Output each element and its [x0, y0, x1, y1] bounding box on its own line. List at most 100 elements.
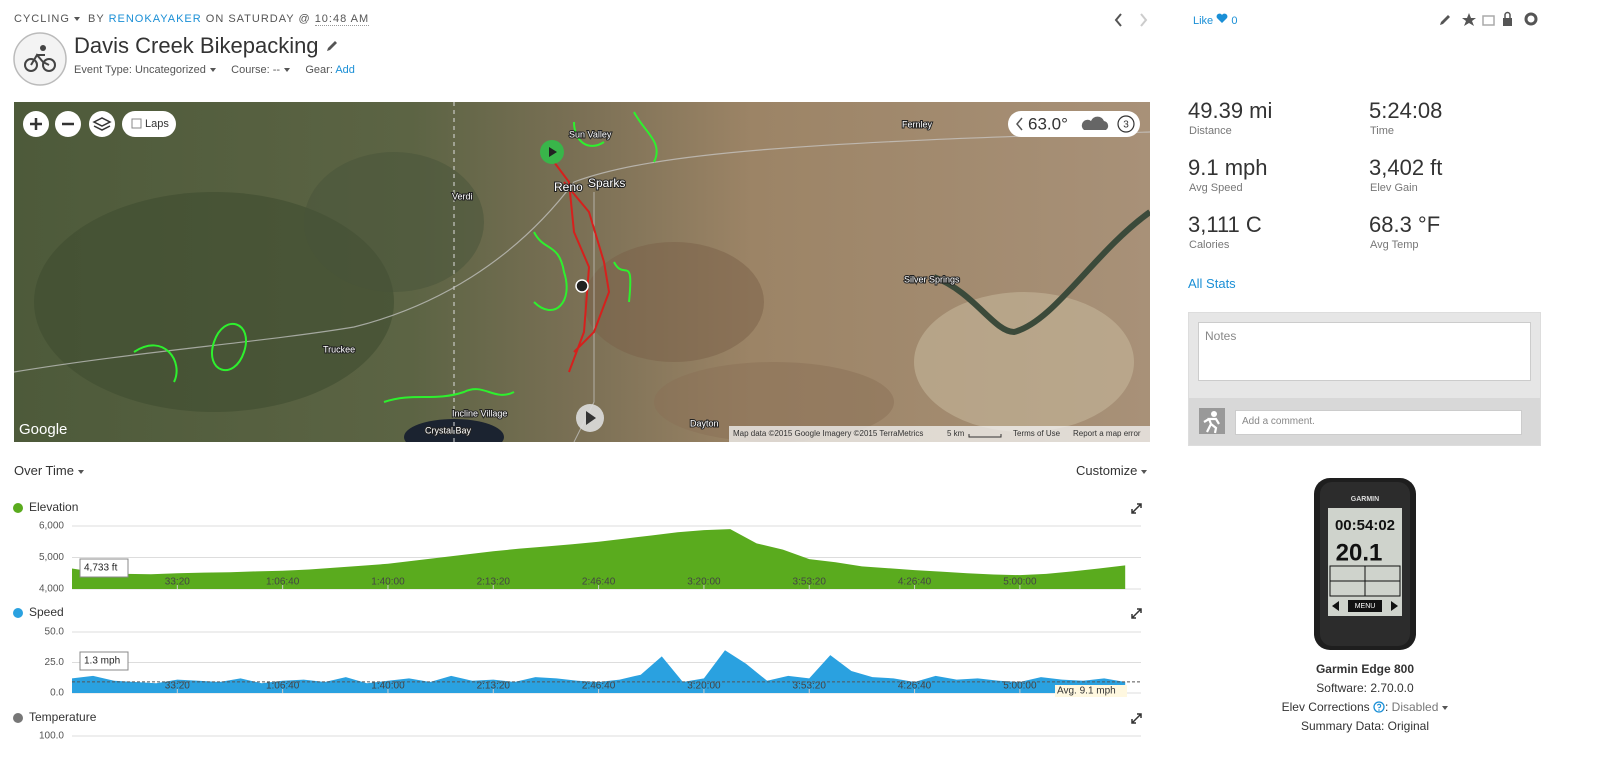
place-label: Incline Village	[452, 408, 507, 418]
x-tick-label: 1:40:00	[371, 681, 405, 692]
favorite[interactable]	[1462, 13, 1476, 26]
google-logo: Google	[19, 421, 67, 438]
report-link[interactable]: Report a map error	[1073, 429, 1141, 438]
like-count: 0	[1231, 15, 1238, 27]
place-label: Verdi	[452, 191, 473, 201]
heart	[1216, 13, 1228, 23]
y-tick-label: 4,000	[39, 584, 64, 595]
x-tick-label: 1:40:00	[371, 577, 405, 588]
x-tick-label: 3:53:20	[793, 577, 827, 588]
breadcrumb: CYCLING BY RENOKAYAKER ON SATURDAY @ 10:…	[14, 13, 370, 26]
area	[72, 529, 1126, 589]
legend-dot	[13, 713, 23, 723]
view-select[interactable]: Over Time	[14, 463, 84, 478]
device-speed: 20.1	[1336, 539, 1383, 566]
comment-input[interactable]: Add a comment.	[1235, 410, 1522, 435]
x-tick-label: 2:46:40	[582, 577, 616, 588]
activity-title[interactable]: Davis Creek Bikepacking	[74, 33, 339, 59]
panel-title: Speed	[29, 605, 64, 619]
caret	[73, 17, 80, 22]
x-tick-label: 4:26:40	[898, 681, 932, 692]
tooltip: 4,733 ft	[84, 563, 118, 574]
x-tick-label: 2:13:20	[477, 681, 511, 692]
charts: Elevation 4,000 5,000 6,000 33:20 1:06:40 1:40…	[13, 500, 1142, 742]
stat-label: Avg Speed	[1189, 182, 1243, 194]
avatar	[1199, 408, 1225, 434]
elev-status[interactable]: Disabled	[1391, 700, 1439, 714]
laps-label: Laps	[145, 118, 169, 130]
legend-dot	[13, 608, 23, 618]
all-stats-link[interactable]: All Stats	[1188, 276, 1236, 291]
view-label: Over Time	[14, 463, 74, 478]
stat-label: Avg Temp	[1370, 239, 1419, 251]
sport[interactable]: CYCLING	[14, 13, 70, 25]
expand-icon[interactable]	[1131, 503, 1142, 514]
on: ON SATURDAY @	[205, 13, 311, 25]
caret	[209, 68, 216, 73]
summary-data: Summary Data: Original	[1300, 719, 1430, 733]
user-link[interactable]: RENOKAYAKER	[108, 13, 202, 25]
nav-arrows	[1114, 13, 1148, 27]
stat-label: Elev Gain	[1370, 182, 1418, 194]
toolbar	[1440, 11, 1538, 26]
device-image: GARMIN 00:54:02 20.1 MENU	[1314, 478, 1416, 650]
caret	[284, 68, 291, 73]
panel-title: Temperature	[29, 710, 97, 724]
course[interactable]: Course: --	[231, 64, 281, 76]
time[interactable]: 10:48 AM	[314, 13, 370, 26]
terms-link[interactable]: Terms of Use	[1013, 429, 1061, 438]
notes-input[interactable]: Notes	[1198, 322, 1531, 381]
device-time: 00:54:02	[1335, 517, 1395, 534]
share[interactable]	[1482, 15, 1495, 26]
layers[interactable]	[89, 111, 115, 137]
next[interactable]	[1140, 13, 1148, 27]
map[interactable]: Laps 63.0° 3 Sun Valley Reno Sparks Verd…	[14, 102, 1150, 442]
meta-row: Event Type: Uncategorized Course: -- Gea…	[74, 64, 355, 76]
place-label: Truckee	[323, 344, 355, 354]
y-tick-label: 5,000	[39, 552, 64, 563]
tooltip: 1.3 mph	[84, 656, 120, 667]
stat-label: Calories	[1189, 239, 1230, 251]
like[interactable]: Like 0	[1193, 13, 1237, 27]
stat-label: Distance	[1189, 125, 1232, 137]
x-tick-label: 3:53:20	[793, 681, 827, 692]
caret	[1442, 705, 1449, 710]
map-controls: Laps 63.0° 3	[23, 111, 1140, 137]
edit[interactable]	[1440, 15, 1450, 25]
edit-icon[interactable]	[325, 39, 339, 53]
help-icon[interactable]	[1373, 701, 1385, 713]
comment-bar: Add a comment.	[1189, 398, 1540, 445]
x-tick-label: 2:46:40	[582, 681, 616, 692]
weather-temp: 63.0°	[1028, 114, 1068, 133]
average-label-bg	[1055, 685, 1127, 697]
x-tick-label: 3:20:00	[687, 577, 721, 588]
x-tick-label: 5:00:00	[1003, 577, 1037, 588]
x-tick-label: 33:20	[165, 681, 190, 692]
tooltip-box	[79, 558, 129, 578]
expand-icon[interactable]	[1131, 608, 1142, 619]
y-tick-label: 6,000	[39, 521, 64, 532]
lock[interactable]	[1503, 18, 1512, 26]
place-label: Fernley	[902, 119, 933, 129]
laps-toggle[interactable]	[122, 111, 176, 137]
map-attribution: Map data ©2015 Google Imagery ©2015 Terr…	[733, 429, 923, 438]
event-type[interactable]: Event Type: Uncategorized	[74, 64, 206, 76]
elev-corrections: Elev Corrections : Disabled	[1230, 700, 1500, 714]
place-label: Reno	[554, 180, 583, 194]
stat-value: 68.3 °F	[1369, 212, 1441, 237]
weather[interactable]	[1008, 111, 1140, 137]
stat-value: 5:24:08	[1369, 98, 1443, 123]
stat-value: 9.1 mph	[1188, 155, 1268, 180]
settings[interactable]	[1524, 12, 1538, 26]
device-brand: GARMIN	[1351, 496, 1379, 503]
y-tick-label: 25.0	[45, 657, 65, 668]
gear-add[interactable]: Add	[335, 64, 355, 76]
customize-label: Customize	[1076, 463, 1138, 478]
prev[interactable]	[1114, 13, 1122, 27]
y-tick-label: 0.0	[50, 688, 64, 699]
expand-icon[interactable]	[1131, 713, 1142, 724]
customize[interactable]: Customize	[1076, 463, 1148, 478]
like-text: Like	[1193, 15, 1214, 27]
y-tick-label: 50.0	[45, 627, 65, 638]
x-tick-label: 3:20:00	[687, 681, 721, 692]
